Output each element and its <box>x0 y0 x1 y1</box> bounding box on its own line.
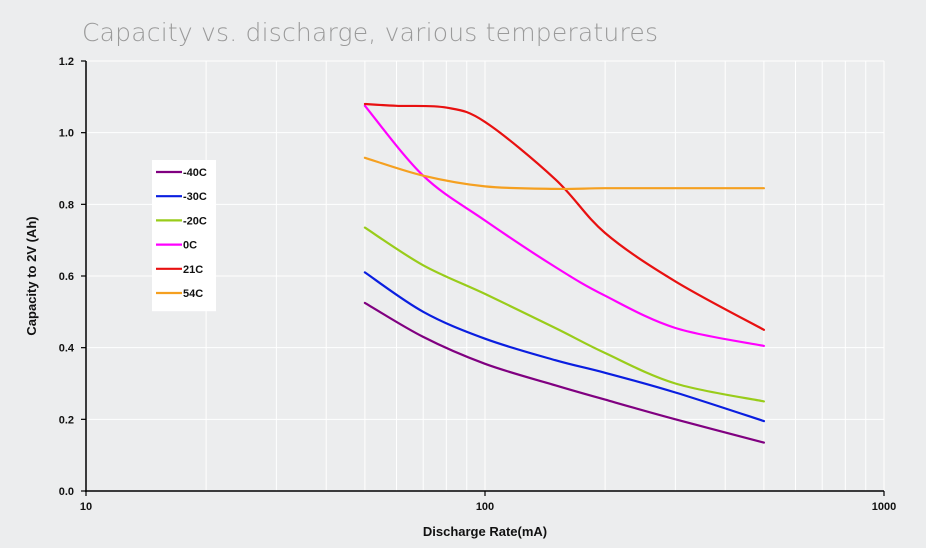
x-tick-label: 10 <box>80 501 92 513</box>
x-axis-label: Discharge Rate(mA) <box>423 524 547 539</box>
series-line--30C <box>363 271 765 423</box>
y-tick-label: 0.4 <box>59 343 75 355</box>
y-tick-label: 1.0 <box>59 128 74 140</box>
chart-title: Capacity vs. discharge, various temperat… <box>82 18 659 47</box>
series-line--20C <box>363 226 765 403</box>
legend-label: 0C <box>183 240 197 252</box>
y-axis-label: Capacity to 2V (Ah) <box>24 216 39 335</box>
legend-label: -20C <box>183 215 207 227</box>
legend-label: 54C <box>183 288 203 300</box>
series-line-21C <box>363 102 765 331</box>
legend-label: -40C <box>183 167 207 179</box>
y-tick-label: 0.0 <box>59 486 74 498</box>
x-tick-label: 100 <box>476 501 494 513</box>
y-tick-label: 0.6 <box>59 271 74 283</box>
legend-label: 21C <box>183 264 203 276</box>
y-tick-label: 0.8 <box>59 199 74 211</box>
series-line--40C <box>363 301 765 444</box>
legend-label: -30C <box>183 191 207 203</box>
legend-box <box>152 160 216 312</box>
series-line-54C <box>363 156 765 191</box>
y-tick-label: 0.2 <box>59 414 74 426</box>
x-tick-label: 1000 <box>872 501 896 513</box>
y-tick-label: 1.2 <box>59 56 74 68</box>
